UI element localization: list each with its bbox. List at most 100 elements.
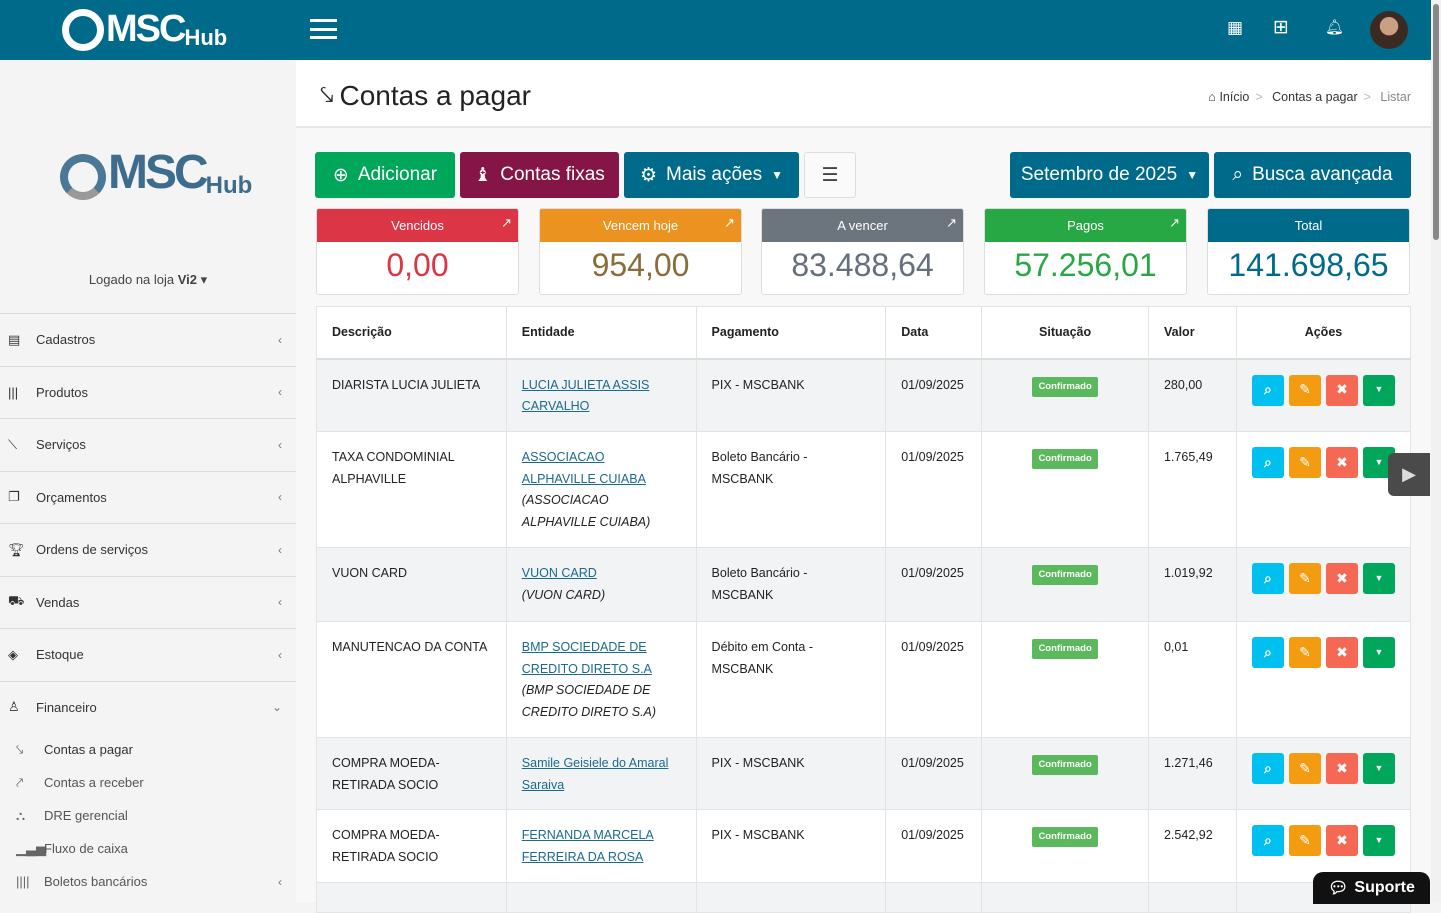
more-dropdown-button[interactable]: ▼	[1362, 374, 1395, 406]
delete-button[interactable]: ✖	[1325, 374, 1358, 406]
cell-descricao: COMPRA MOEDA-RETIRADA SOCIO	[316, 809, 507, 883]
table-row: MANUTENCAO DA CONTA BMP SOCIEDADE DE CRE…	[316, 621, 1412, 738]
bell-icon[interactable]: 🔔︎	[1325, 19, 1345, 36]
label: Contas a receber	[44, 775, 144, 790]
breadcrumb-contas[interactable]: Contas a pagar	[1272, 90, 1358, 104]
delete-button[interactable]: ✖	[1325, 637, 1358, 668]
edit-button[interactable]: ✎	[1288, 563, 1321, 594]
summary-pagos[interactable]: Pagos ↗ 57.256,01	[984, 208, 1187, 295]
more-dropdown-button[interactable]: ▼	[1362, 753, 1395, 784]
sidebar-item-servicos[interactable]: ⟍ Serviços ‹	[0, 418, 296, 471]
col-data[interactable]: Data	[885, 306, 983, 360]
summary-vencem-hoje[interactable]: Vencem hoje ↗ 954,00	[539, 208, 742, 295]
sidebar-subitem-dre[interactable]: ⛬ DRE gerencial	[0, 799, 296, 832]
cell-situacao: Confirmado	[981, 737, 1149, 810]
label: Boletos bancários	[44, 874, 148, 889]
status-badge: Confirmado	[1032, 376, 1098, 397]
cell-entidade: BMP SOCIEDADE DE CREDITO DIRETO S.A (BMP …	[505, 621, 697, 738]
cell-valor: 280,00	[1147, 358, 1237, 432]
edit-button[interactable]: ✎	[1288, 753, 1321, 784]
entity-link[interactable]: BMP SOCIEDADE DE CREDITO DIRETO S.A	[521, 640, 652, 676]
avatar[interactable]	[1370, 11, 1408, 49]
edit-button[interactable]: ✎	[1288, 637, 1321, 668]
cell-entidade: LUCIA JULIETA ASSIS CARVALHO	[505, 358, 697, 432]
sidebar-item-estoque[interactable]: ◈ Estoque ‹	[0, 628, 296, 681]
col-valor[interactable]: Valor	[1147, 306, 1237, 360]
label: Ordens de serviços	[36, 542, 148, 558]
basket-icon: ⛟	[8, 593, 25, 609]
delete-button[interactable]: ✖	[1325, 825, 1358, 856]
view-button[interactable]: ⌕	[1251, 637, 1284, 668]
support-button[interactable]: 💬︎ Suporte	[1313, 872, 1430, 904]
status-badge: Confirmado	[1032, 755, 1098, 775]
edit-button[interactable]: ✎	[1288, 374, 1321, 406]
cell-descricao: MANUTENCAO DA CONTA	[316, 621, 507, 738]
edit-button[interactable]: ✎	[1288, 447, 1321, 478]
col-situacao[interactable]: Situação	[981, 306, 1149, 360]
external-link-icon[interactable]: ↗	[1169, 215, 1180, 230]
sidebar-item-orcamentos[interactable]: ❐ Orçamentos ‹	[0, 470, 296, 524]
entity-link[interactable]: Samile Geisiele do Amaral Saraiva	[521, 756, 669, 792]
sidebar-item-vendas[interactable]: ⛟ Vendas ‹	[0, 575, 296, 629]
caret-down-icon: ▼	[1186, 168, 1199, 182]
entity-link[interactable]: FERNANDA MARCELA FERREIRA DA ROSA	[521, 828, 654, 864]
sidebar-subitem-contas-pagar[interactable]: ⤥ Contas a pagar	[0, 733, 296, 766]
delete-button[interactable]: ✖	[1325, 563, 1358, 594]
view-button[interactable]: ⌕	[1251, 825, 1284, 856]
list-view-button[interactable]: ☰	[804, 152, 856, 198]
breadcrumb-inicio[interactable]: Início	[1219, 90, 1250, 104]
cell-pagamento: Boleto Bancário - MSCBANK	[695, 547, 887, 622]
fixed-accounts-button[interactable]: ♝ Contas fixas	[460, 152, 619, 198]
summary-vencidos[interactable]: Vencidos ↗ 0,00	[316, 208, 519, 295]
summary-a-vencer[interactable]: A vencer ↗ 83.488,64	[761, 208, 964, 295]
sidebar-logo: MSC Hub	[60, 145, 252, 200]
sidebar-item-produtos[interactable]: ||| Produtos ‹	[0, 365, 296, 419]
sidebar-item-ordens[interactable]: 🏆︎ Ordens de serviços ‹	[0, 523, 296, 576]
sidebar-item-financeiro[interactable]: ♙ Financeiro ⌄	[0, 680, 296, 734]
sidebar-item-cadastros[interactable]: ▤ Cadastros ‹	[0, 313, 296, 366]
sidebar-subitem-contas-receber[interactable]: ⤤ Contas a receber	[0, 766, 296, 799]
entity-link[interactable]: LUCIA JULIETA ASSIS CARVALHO	[521, 377, 650, 414]
col-entidade[interactable]: Entidade	[505, 306, 697, 360]
more-actions-button[interactable]: ⚙ Mais ações ▼	[624, 152, 799, 198]
view-button[interactable]: ⌕	[1251, 753, 1284, 784]
scrollbar[interactable]	[1431, 0, 1441, 902]
apps-grid-icon[interactable]: ⊞	[1273, 17, 1289, 38]
label: DRE gerencial	[44, 808, 128, 823]
advanced-search-button[interactable]: ⌕ Busca avançada	[1214, 152, 1411, 198]
cell-descricao: TAXA CONDOMINIAL ALPHAVILLE	[316, 431, 507, 548]
view-button[interactable]: ⌕	[1251, 563, 1284, 594]
delete-button[interactable]: ✖	[1325, 447, 1358, 478]
calendar-icon[interactable]: ▦	[1227, 18, 1244, 37]
more-dropdown-button[interactable]: ▼	[1362, 825, 1395, 856]
view-button[interactable]: ⌕	[1251, 447, 1284, 478]
more-dropdown-button[interactable]: ▼	[1362, 563, 1395, 594]
entity-link[interactable]: VUON CARD	[521, 566, 597, 580]
sidebar-subitem-boletos[interactable]: |||| Boletos bancários ‹	[16, 874, 282, 889]
delete-button[interactable]: ✖	[1325, 753, 1358, 784]
external-link-icon[interactable]: ↗	[946, 215, 957, 230]
label: Orçamentos	[36, 489, 107, 505]
add-button[interactable]: ⊕ Adicionar	[315, 152, 455, 198]
external-link-icon[interactable]: ↗	[501, 215, 512, 230]
col-pagamento[interactable]: Pagamento	[695, 306, 887, 360]
view-button[interactable]: ⌕	[1251, 374, 1284, 406]
month-selector[interactable]: Setembro de 2025 ▼	[1010, 152, 1209, 198]
cell-descricao: DIARISTA LUCIA JULIETA	[316, 358, 507, 432]
store-selector[interactable]: Logado na loja Vi2 ▾	[88, 272, 208, 287]
label: Vendas	[36, 594, 80, 610]
cell-acoes: ⌕ ✎ ✖ ▼	[1235, 737, 1412, 810]
sidebar-subitem-fluxo[interactable]: ▁▃▅ Fluxo de caixa	[0, 832, 296, 865]
col-descricao[interactable]: Descrição	[316, 306, 507, 360]
cell-descricao: COMPRA MOEDA- RETIRADA SOCIO	[316, 737, 507, 810]
more-dropdown-button[interactable]: ▼	[1362, 637, 1395, 668]
entity-link[interactable]: ASSOCIACAO ALPHAVILLE CUIABA	[521, 450, 646, 486]
stairs-down-icon: ⤥	[320, 82, 334, 109]
video-tutorial-button[interactable]: ▶	[1388, 453, 1430, 496]
sitemap-icon: ⛬	[16, 807, 26, 823]
barcode-icon: |||	[8, 384, 19, 400]
external-link-icon[interactable]: ↗	[724, 215, 735, 230]
brand-logo[interactable]: MSC Hub	[62, 8, 227, 51]
hamburger-menu-icon[interactable]	[310, 19, 337, 39]
edit-button[interactable]: ✎	[1288, 825, 1321, 856]
